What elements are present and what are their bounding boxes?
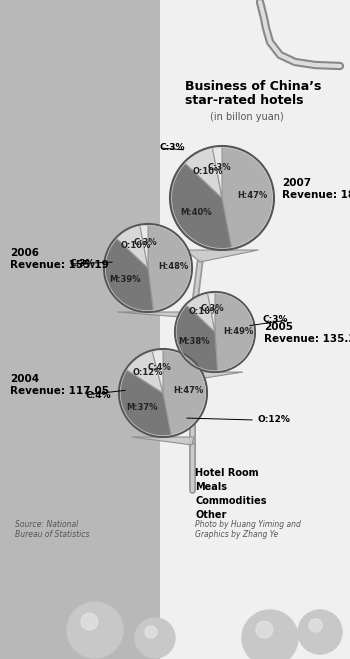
- Text: C:3%: C:3%: [262, 316, 288, 324]
- FancyBboxPatch shape: [0, 0, 175, 659]
- Polygon shape: [140, 224, 148, 268]
- Text: C:3%: C:3%: [134, 238, 158, 247]
- Text: M:39%: M:39%: [110, 275, 141, 284]
- Polygon shape: [126, 351, 163, 393]
- Polygon shape: [148, 224, 192, 312]
- Text: O:10%: O:10%: [120, 241, 151, 250]
- Circle shape: [309, 619, 322, 632]
- Text: Meals: Meals: [195, 482, 227, 492]
- Text: Business of China’s: Business of China’s: [185, 80, 321, 93]
- Polygon shape: [186, 293, 215, 332]
- Polygon shape: [104, 238, 154, 312]
- Polygon shape: [212, 146, 222, 198]
- Text: 2007: 2007: [282, 178, 311, 188]
- Text: H:47%: H:47%: [173, 386, 204, 395]
- Text: Hotel Room: Hotel Room: [195, 468, 259, 478]
- Circle shape: [145, 626, 157, 638]
- Text: Revenue: 155.19: Revenue: 155.19: [10, 260, 109, 270]
- FancyBboxPatch shape: [160, 0, 350, 659]
- Text: C:3%: C:3%: [201, 304, 225, 314]
- Polygon shape: [215, 292, 255, 372]
- Text: Source: National
Bureau of Statistics: Source: National Bureau of Statistics: [15, 520, 90, 540]
- Text: M:40%: M:40%: [180, 208, 211, 217]
- Polygon shape: [175, 304, 217, 372]
- Polygon shape: [116, 225, 148, 268]
- Text: C:3%: C:3%: [160, 144, 186, 152]
- Circle shape: [298, 610, 342, 654]
- Text: 2006: 2006: [10, 248, 39, 258]
- Text: O:12%: O:12%: [133, 368, 163, 377]
- Circle shape: [256, 621, 273, 638]
- Text: O:10%: O:10%: [189, 307, 219, 316]
- Text: 2005: 2005: [264, 322, 293, 332]
- Polygon shape: [163, 349, 207, 436]
- Circle shape: [67, 602, 123, 658]
- Polygon shape: [184, 147, 222, 198]
- Text: Commodities: Commodities: [195, 496, 266, 506]
- Text: Other: Other: [195, 510, 226, 520]
- Polygon shape: [132, 437, 194, 445]
- Text: M:38%: M:38%: [178, 337, 210, 347]
- Polygon shape: [186, 250, 258, 262]
- Text: O:10%: O:10%: [192, 167, 223, 176]
- Text: H:49%: H:49%: [223, 327, 253, 336]
- Polygon shape: [208, 292, 215, 332]
- Text: C:4%: C:4%: [148, 363, 172, 372]
- Polygon shape: [222, 146, 274, 249]
- Text: C:3%: C:3%: [207, 163, 231, 173]
- Circle shape: [135, 618, 175, 658]
- Circle shape: [242, 610, 298, 659]
- Text: star-rated hotels: star-rated hotels: [185, 94, 303, 107]
- Text: Photo by Huang Yiming and
Graphics by Zhang Ye: Photo by Huang Yiming and Graphics by Zh…: [195, 520, 301, 540]
- Polygon shape: [187, 372, 243, 380]
- Polygon shape: [170, 162, 232, 250]
- Text: Revenue: 117.05: Revenue: 117.05: [10, 386, 109, 396]
- Polygon shape: [119, 370, 171, 437]
- Text: 2004: 2004: [10, 374, 39, 384]
- Circle shape: [81, 614, 98, 630]
- Text: Revenue: 180.43: Revenue: 180.43: [282, 190, 350, 200]
- Text: C:3%: C:3%: [70, 260, 96, 268]
- Polygon shape: [117, 312, 193, 318]
- Text: H:48%: H:48%: [158, 262, 189, 271]
- Text: Revenue: 135.33: Revenue: 135.33: [264, 334, 350, 344]
- Text: (in billon yuan): (in billon yuan): [210, 112, 284, 122]
- Polygon shape: [152, 349, 163, 393]
- Text: O:12%: O:12%: [258, 416, 291, 424]
- Text: M:37%: M:37%: [126, 403, 158, 412]
- Text: H:47%: H:47%: [237, 190, 267, 200]
- Text: C:4%: C:4%: [85, 391, 111, 399]
